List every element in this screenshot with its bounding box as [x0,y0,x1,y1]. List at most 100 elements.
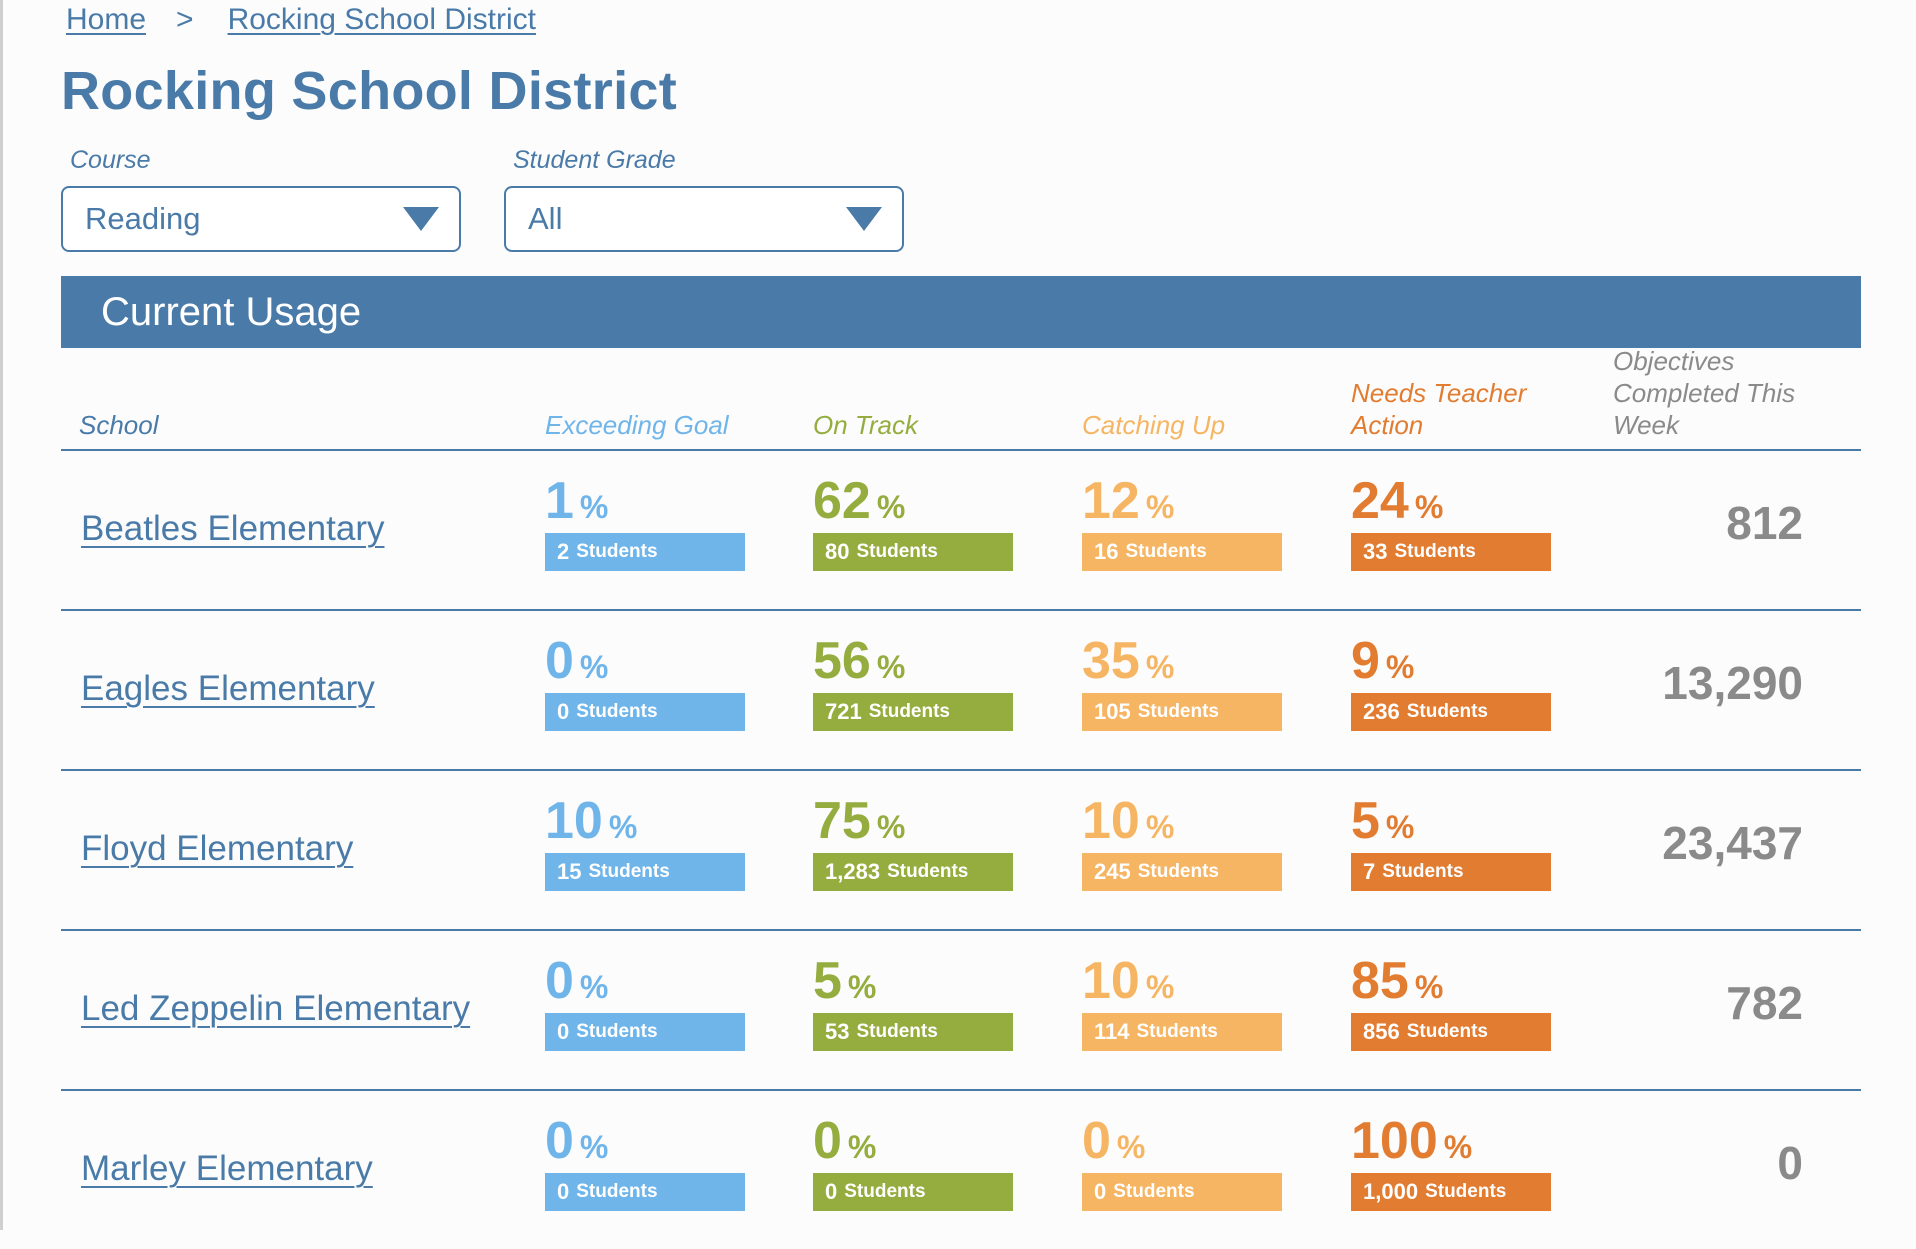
on-track-percent: 5% [813,953,1013,1009]
table-header: School Exceeding Goal On Track Catching … [61,346,1861,451]
students-count: 2 [557,539,570,564]
students-label: Students [887,861,969,882]
needs-teacher-action-percent: 24% [1351,473,1551,529]
percent-sign: % [579,1129,609,1165]
table-row: Led Zeppelin Elementary 0% 0 Students 5% 53 St… [61,931,1861,1091]
course-filter-label: Course [70,146,151,174]
catching-up-students-badge: 114 Students [1082,1013,1282,1051]
percent-sign: % [1385,809,1415,845]
column-header-on-track: On Track [813,410,918,440]
students-label: Students [1406,1021,1488,1042]
exceeding-goal-percent-value: 0 [545,632,574,690]
percent-sign: % [579,969,609,1005]
school-link[interactable]: Eagles Elementary [81,669,375,708]
students-count: 80 [825,539,850,564]
students-count: 0 [1094,1179,1107,1204]
needs-teacher-action-students-badge: 236 Students [1351,693,1551,731]
students-label: Students [856,1021,938,1042]
catching-up-students-badge: 0 Students [1082,1173,1282,1211]
grade-select[interactable]: All [504,186,904,252]
course-filter: Course Reading [61,146,461,252]
breadcrumb-separator: > [176,3,194,36]
students-label: Students [1137,701,1219,722]
catching-up-cell: 0% 0 Students [1082,1113,1282,1211]
percent-sign: % [847,969,877,1005]
percent-sign: % [579,489,609,525]
catching-up-students-badge: 245 Students [1082,853,1282,891]
objectives-completed-value: 23,437 [1662,817,1803,869]
students-count: 105 [1094,699,1131,724]
course-select[interactable]: Reading [61,186,461,252]
needs-teacher-action-percent: 5% [1351,793,1551,849]
school-link[interactable]: Beatles Elementary [81,509,385,548]
needs-teacher-action-percent: 9% [1351,633,1551,689]
on-track-percent: 62% [813,473,1013,529]
school-link[interactable]: Marley Elementary [81,1149,373,1188]
needs-teacher-action-cell: 24% 33 Students [1351,473,1551,571]
current-usage-header: Current Usage [61,276,1861,348]
column-header-school: School [79,410,159,440]
percent-sign: % [1414,489,1444,525]
table-row: Marley Elementary 0% 0 Students 0% 0 Students 0… [61,1091,1861,1249]
students-count: 1,283 [825,859,881,884]
usage-table: School Exceeding Goal On Track Catching … [61,346,1861,1249]
on-track-cell: 0% 0 Students [813,1113,1013,1211]
students-label: Students [1113,1181,1195,1202]
catching-up-percent-value: 35 [1082,632,1140,690]
on-track-students-badge: 80 Students [813,533,1013,571]
percent-sign: % [847,1129,877,1165]
on-track-cell: 5% 53 Students [813,953,1013,1051]
students-count: 721 [825,699,862,724]
on-track-percent: 75% [813,793,1013,849]
students-label: Students [868,701,950,722]
objectives-completed-value: 782 [1726,977,1803,1029]
catching-up-percent-value: 0 [1082,1112,1111,1170]
students-label: Students [588,861,670,882]
percent-sign: % [876,809,906,845]
percent-sign: % [876,489,906,525]
students-count: 15 [557,859,582,884]
catching-up-students-badge: 105 Students [1082,693,1282,731]
students-count: 1,000 [1363,1179,1419,1204]
students-count: 0 [557,699,570,724]
column-header-needs-teacher-action: Needs Teacher Action [1351,378,1527,440]
students-count: 856 [1363,1019,1400,1044]
needs-teacher-action-students-badge: 856 Students [1351,1013,1551,1051]
school-link[interactable]: Floyd Elementary [81,829,354,868]
on-track-percent: 56% [813,633,1013,689]
exceeding-goal-percent: 1% [545,473,745,529]
breadcrumb-home-link[interactable]: Home [66,3,147,36]
grade-select-value: All [528,201,563,236]
table-body: Beatles Elementary 1% 2 Students 62% 80 Studen… [61,451,1861,1249]
exceeding-goal-percent: 0% [545,1113,745,1169]
exceeding-goal-cell: 10% 15 Students [545,793,745,891]
catching-up-students-badge: 16 Students [1082,533,1282,571]
breadcrumb: Home > Rocking School District [66,0,536,40]
students-count: 245 [1094,859,1131,884]
exceeding-goal-cell: 0% 0 Students [545,1113,745,1211]
objectives-completed-value: 0 [1777,1137,1803,1189]
percent-sign: % [1414,969,1444,1005]
breadcrumb-current-link[interactable]: Rocking School District [227,3,536,36]
exceeding-goal-students-badge: 0 Students [545,1013,745,1051]
exceeding-goal-percent: 10% [545,793,745,849]
percent-sign: % [1145,489,1175,525]
needs-teacher-action-cell: 100% 1,000 Students [1351,1113,1551,1211]
needs-teacher-action-percent-value: 9 [1351,632,1380,690]
exceeding-goal-percent-value: 0 [545,1112,574,1170]
exceeding-goal-cell: 0% 0 Students [545,633,745,731]
percent-sign: % [1385,649,1415,685]
students-count: 236 [1363,699,1400,724]
left-border [0,0,3,1230]
exceeding-goal-students-badge: 0 Students [545,1173,745,1211]
students-label: Students [1394,541,1476,562]
needs-teacher-action-percent-value: 5 [1351,792,1380,850]
students-count: 16 [1094,539,1119,564]
school-link[interactable]: Led Zeppelin Elementary [81,989,471,1028]
students-count: 7 [1363,859,1376,884]
on-track-students-badge: 53 Students [813,1013,1013,1051]
students-label: Students [576,541,658,562]
percent-sign: % [579,649,609,685]
catching-up-cell: 10% 245 Students [1082,793,1282,891]
chevron-down-icon [846,207,882,231]
